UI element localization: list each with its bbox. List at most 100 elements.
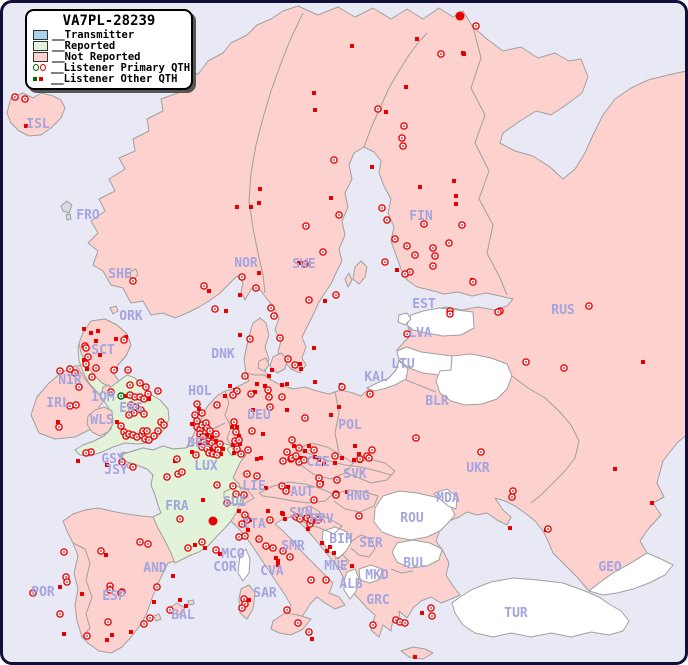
- listener-other-qth-marker: [352, 458, 356, 462]
- listener-other-qth-marker: [312, 91, 316, 95]
- listener-primary-qth-dot: [251, 430, 253, 432]
- listener-primary-qth-dot: [272, 547, 274, 549]
- listener-other-qth-marker: [257, 201, 261, 205]
- country-label-lux: LUX: [194, 459, 218, 474]
- country-label-ukr: UKR: [466, 461, 490, 476]
- listener-other-qth-marker: [114, 337, 118, 341]
- listener-other-qth-marker: [210, 435, 214, 439]
- listener-other-qth-marker: [98, 353, 102, 357]
- listener-primary-qth-dot: [236, 390, 238, 392]
- country-shape: [60, 200, 73, 214]
- country-label-ork: ORK: [119, 309, 143, 324]
- country-border: [248, 12, 304, 294]
- country-label-eng: ENG: [119, 401, 143, 416]
- listener-other-qth-marker: [329, 196, 333, 200]
- country-label-lie: LIE: [242, 479, 265, 494]
- listener-other-qth-marker: [231, 443, 235, 447]
- other-qth-icon: [33, 76, 47, 81]
- listener-primary-qth-dot: [335, 294, 337, 296]
- listener-other-qth-marker: [221, 447, 225, 451]
- listener-primary-qth-dot: [147, 393, 149, 395]
- country-shape: [400, 646, 434, 660]
- country-label-jsy: JSY: [104, 463, 128, 478]
- country-label-ltu: LTU: [391, 357, 415, 372]
- listener-primary-qth-dot: [216, 404, 218, 406]
- listener-primary-qth-dot: [139, 396, 141, 398]
- country-shape: [270, 612, 312, 636]
- listener-other-qth-marker: [280, 511, 284, 515]
- listener-primary-qth-dot: [143, 623, 145, 625]
- listener-primary-qth-dot: [270, 307, 272, 309]
- listener-primary-qth-dot: [121, 461, 123, 463]
- listener-primary-qth-dot: [431, 615, 433, 617]
- listener-large-marker: [455, 11, 465, 21]
- listener-other-qth-marker: [259, 456, 263, 460]
- listener-other-qth-marker: [303, 449, 307, 453]
- listener-primary-qth-dot: [475, 25, 477, 27]
- listener-primary-qth-dot: [371, 449, 373, 451]
- listener-primary-qth-dot: [147, 543, 149, 545]
- listener-other-qth-marker: [203, 546, 207, 550]
- listener-other-qth-marker: [82, 358, 86, 362]
- country-shape: [237, 548, 251, 582]
- country-label-alb: ALB: [339, 577, 363, 592]
- listener-other-qth-marker: [461, 51, 465, 55]
- listener-other-qth-marker: [267, 374, 271, 378]
- listener-other-qth-marker: [345, 490, 349, 494]
- listener-other-qth-marker: [332, 551, 336, 555]
- listener-primary-qth-dot: [149, 617, 151, 619]
- listener-primary-qth-dot: [226, 502, 228, 504]
- listener-primary-qth-dot: [341, 386, 343, 388]
- country-shape: [588, 552, 674, 596]
- country-label-aut: AUT: [290, 485, 314, 500]
- listener-primary-qth-dot: [135, 406, 137, 408]
- listener-primary-qth-dot: [306, 517, 308, 519]
- listener-primary-qth-dot: [153, 435, 155, 437]
- listener-primary-qth-dot: [129, 384, 131, 386]
- listener-other-qth-marker: [235, 205, 239, 209]
- listener-primary-qth-dot: [282, 460, 284, 462]
- listener-primary-qth-dot: [281, 485, 283, 487]
- country-label-nor: NOR: [234, 256, 258, 271]
- country-label-geo: GEO: [598, 560, 622, 575]
- listener-other-qth-marker: [286, 485, 290, 489]
- listener-primary-qth-dot: [100, 550, 102, 552]
- listener-primary-qth-dot: [90, 451, 92, 453]
- listener-primary-qth-dot: [219, 443, 221, 445]
- listener-primary-qth-dot: [127, 369, 129, 371]
- country-label-wls: WLS: [90, 413, 114, 428]
- listener-other-qth-marker: [261, 432, 265, 436]
- legend-title: VA7PL-28239: [62, 13, 156, 29]
- country-shape: [153, 613, 162, 622]
- listener-other-qth-marker: [147, 397, 151, 401]
- listener-primary-qth-dot: [308, 631, 310, 633]
- listener-other-qth-marker: [285, 382, 289, 386]
- country-border: [390, 568, 414, 574]
- listener-primary-qth-dot: [325, 579, 327, 581]
- country-shape: [65, 213, 72, 221]
- country-border: [470, 26, 508, 296]
- listener-other-qth-marker: [238, 293, 242, 297]
- country-label-mco: MCO: [221, 547, 245, 562]
- listener-primary-qth-dot: [299, 518, 301, 520]
- country-label-dnk: DNK: [211, 347, 235, 362]
- listener-primary-qth-dot: [430, 607, 432, 609]
- listener-primary-qth-dot: [334, 455, 336, 457]
- listener-primary-qth-dot: [196, 420, 198, 422]
- listener-primary-qth-dot: [404, 622, 406, 624]
- listener-primary-qth-dot: [377, 108, 379, 110]
- country-shape: [397, 312, 412, 326]
- listener-primary-qth-dot: [449, 313, 451, 315]
- listener-primary-qth-dot: [196, 403, 198, 405]
- listener-other-qth-marker: [263, 384, 267, 388]
- listener-other-qth-marker: [129, 630, 133, 634]
- listener-other-qth-marker: [307, 444, 311, 448]
- listener-other-qth-marker: [76, 459, 80, 463]
- listener-primary-qth-dot: [244, 375, 246, 377]
- country-label-swe: SWE: [292, 257, 315, 272]
- listener-other-qth-marker: [613, 467, 617, 471]
- listener-other-qth-marker: [322, 462, 326, 466]
- listener-other-qth-marker: [310, 637, 314, 641]
- listener-primary-qth-dot: [157, 390, 159, 392]
